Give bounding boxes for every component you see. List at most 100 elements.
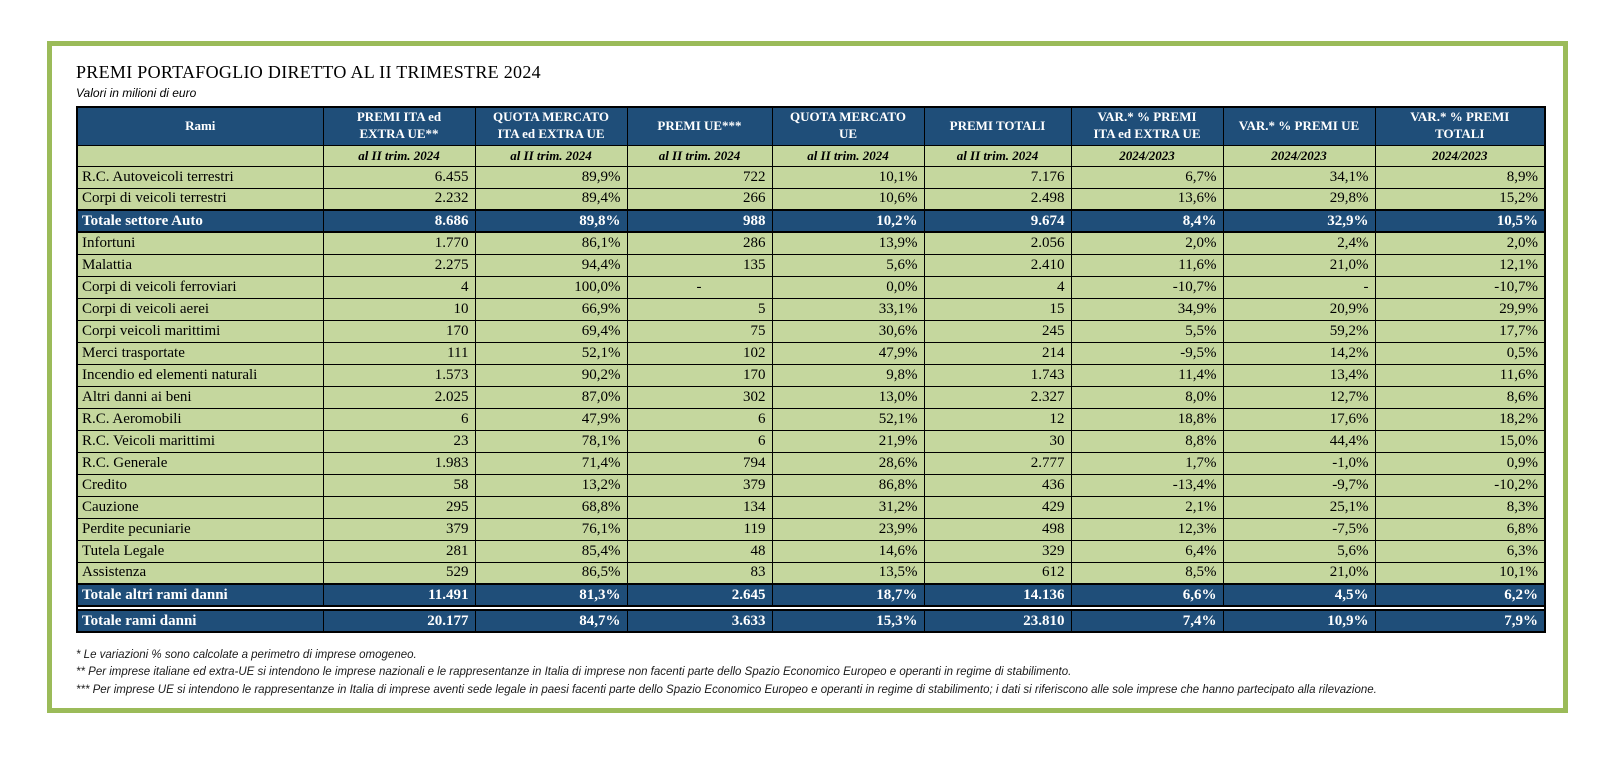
row-label: Credito [76, 473, 324, 497]
row-label: Corpi di veicoli terrestri [76, 187, 324, 211]
value-cell: 5,5% [1070, 319, 1224, 343]
value-cell: 75 [626, 319, 773, 343]
col-subheader: 2024/2023 [1070, 144, 1224, 167]
value-cell: 81,3% [474, 583, 628, 607]
value-cell: 6 [626, 407, 773, 431]
value-cell: 33,1% [771, 297, 925, 321]
value-cell: 90,2% [474, 363, 628, 387]
value-cell: 47,9% [474, 407, 628, 431]
value-cell: 7.176 [923, 165, 1072, 189]
value-cell: 379 [626, 473, 773, 497]
value-cell: 31,2% [771, 495, 925, 519]
value-cell: 8,4% [1070, 209, 1224, 233]
col-header: VAR.* % PREMI ITA ed EXTRA UE [1070, 106, 1224, 146]
value-cell: 5 [626, 297, 773, 321]
col-header: PREMI UE*** [626, 106, 773, 146]
value-cell: 71,4% [474, 451, 628, 475]
value-cell: 58 [322, 473, 476, 497]
value-cell: 52,1% [771, 407, 925, 431]
row-label: Totale rami danni [76, 609, 324, 633]
row-label: Corpi di veicoli aerei [76, 297, 324, 321]
value-cell: -7,5% [1222, 517, 1376, 541]
premi-portafoglio-table: Rami PREMI ITA ed EXTRA UE** QUOTA MERCATO… [76, 106, 1546, 633]
value-cell: 44,4% [1222, 429, 1376, 453]
value-cell: 2.275 [322, 253, 476, 277]
table-row: Perdite pecuniarie 379 76,1% 119 23,9% 498 12,… [76, 517, 1546, 541]
value-cell: 10,5% [1374, 209, 1546, 233]
value-cell: 2.056 [923, 231, 1072, 255]
table-row: Altri danni ai beni 2.025 87,0% 302 13,0% 2.3… [76, 385, 1546, 409]
col-subheader: al II trim. 2024 [771, 144, 925, 167]
value-cell: 13,2% [474, 473, 628, 497]
value-cell: 89,4% [474, 187, 628, 211]
footnote: *** Per imprese UE si intendono le rappr… [76, 683, 1377, 696]
value-cell: 84,7% [474, 609, 628, 633]
value-cell: 76,1% [474, 517, 628, 541]
value-cell: 23 [322, 429, 476, 453]
value-cell: 59,2% [1222, 319, 1376, 343]
value-cell: 302 [626, 385, 773, 409]
value-cell: 12,3% [1070, 517, 1224, 541]
value-cell: 68,8% [474, 495, 628, 519]
value-cell: -10,2% [1374, 473, 1546, 497]
value-cell: 34,1% [1222, 165, 1376, 189]
row-label: Corpi veicoli marittimi [76, 319, 324, 343]
value-cell: 47,9% [771, 341, 925, 365]
value-cell: 8.686 [322, 209, 476, 233]
value-cell: 0,9% [1374, 451, 1546, 475]
value-cell: 25,1% [1222, 495, 1376, 519]
value-cell: 69,4% [474, 319, 628, 343]
row-label: R.C. Veicoli marittimi [76, 429, 324, 453]
value-cell: -9,7% [1222, 473, 1376, 497]
value-cell: 2.645 [626, 583, 773, 607]
row-label: R.C. Autoveicoli terrestri [76, 165, 324, 189]
table-row: R.C. Autoveicoli terrestri 6.455 89,9% 722 1… [76, 165, 1546, 189]
value-cell: 21,9% [771, 429, 925, 453]
value-cell: 10 [322, 297, 476, 321]
value-cell: 100,0% [474, 275, 628, 299]
value-cell: 12,1% [1374, 253, 1546, 277]
table-header: Rami PREMI ITA ed EXTRA UE** QUOTA MERCATO… [76, 106, 1546, 167]
report-frame: PREMI PORTAFOGLIO DIRETTO AL II TRIMESTR… [47, 41, 1568, 713]
value-cell: 20.177 [322, 609, 476, 633]
table-row: R.C. Aeromobili 6 47,9% 6 52,1% 12 18,8% 17,6% 1… [76, 407, 1546, 431]
footnotes: * Le variazioni % sono calcolate a perim… [76, 647, 1539, 699]
table-row: Credito 58 13,2% 379 86,8% 436 -13,4% -9,7% -10,… [76, 473, 1546, 497]
value-cell: 30,6% [771, 319, 925, 343]
value-cell: 87,0% [474, 385, 628, 409]
value-cell: 6,8% [1374, 517, 1546, 541]
value-cell: 379 [322, 517, 476, 541]
row-label: Infortuni [76, 231, 324, 255]
total-row: Totale settore Auto 8.686 89,8% 988 10,2% 9.6… [76, 209, 1546, 233]
value-cell: 18,8% [1070, 407, 1224, 431]
value-cell: 6 [626, 429, 773, 453]
value-cell: 281 [322, 539, 476, 563]
value-cell: 18,7% [771, 583, 925, 607]
value-cell: 78,1% [474, 429, 628, 453]
table-row: Incendio ed elementi naturali 1.573 90,2% 1… [76, 363, 1546, 387]
value-cell: 34,9% [1070, 297, 1224, 321]
value-cell: 15,3% [771, 609, 925, 633]
value-cell: 3.633 [626, 609, 773, 633]
value-cell: 13,4% [1222, 363, 1376, 387]
value-cell: 245 [923, 319, 1072, 343]
row-label: Cauzione [76, 495, 324, 519]
value-cell: 134 [626, 495, 773, 519]
footnote: ** Per imprese italiane ed extra-UE si i… [76, 666, 1072, 679]
value-cell: 17,6% [1222, 407, 1376, 431]
value-cell: - [1222, 275, 1376, 299]
value-cell: 135 [626, 253, 773, 277]
value-cell: 0,5% [1374, 341, 1546, 365]
value-cell: 286 [626, 231, 773, 255]
table-row: Tutela Legale 281 85,4% 48 14,6% 329 6,4% 5,6% 6… [76, 539, 1546, 563]
value-cell: 102 [626, 341, 773, 365]
col-header: VAR.* % PREMI TOTALI [1374, 106, 1546, 146]
page-title: PREMI PORTAFOGLIO DIRETTO AL II TRIMESTR… [76, 62, 541, 82]
value-cell: 14,2% [1222, 341, 1376, 365]
table-row: Merci trasportate 111 52,1% 102 47,9% 214 -9,5… [76, 341, 1546, 365]
value-cell: 94,4% [474, 253, 628, 277]
value-cell: 14,6% [771, 539, 925, 563]
value-cell: 6,3% [1374, 539, 1546, 563]
row-label: Incendio ed elementi naturali [76, 363, 324, 387]
value-cell: -1,0% [1222, 451, 1376, 475]
